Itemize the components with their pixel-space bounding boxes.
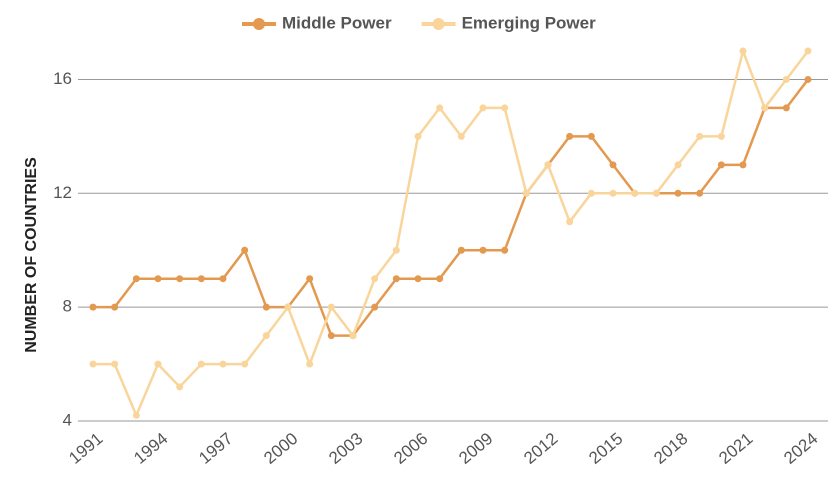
legend-label: Middle Power — [282, 13, 392, 32]
point — [631, 189, 639, 197]
point — [349, 332, 357, 340]
point — [717, 132, 725, 140]
point — [132, 411, 140, 419]
point — [761, 104, 769, 112]
point — [652, 189, 660, 197]
point — [717, 161, 725, 169]
point — [457, 246, 465, 254]
x-tick-label: 2009 — [455, 429, 496, 468]
x-tick-label: 2015 — [585, 429, 626, 468]
x-tick-label: 2000 — [260, 429, 301, 468]
y-axis-label: NUMBER OF COUNTRIES — [23, 157, 40, 353]
point — [739, 161, 747, 169]
point — [544, 161, 552, 169]
point — [522, 189, 530, 197]
point — [414, 275, 422, 283]
point — [436, 275, 444, 283]
legend-swatch-dot — [253, 18, 265, 30]
x-tick-label: 2003 — [325, 429, 366, 468]
point — [739, 47, 747, 55]
point — [696, 132, 704, 140]
point — [674, 189, 682, 197]
point — [501, 104, 509, 112]
point — [587, 132, 595, 140]
point — [111, 360, 119, 368]
point — [674, 161, 682, 169]
point — [154, 360, 162, 368]
point — [782, 104, 790, 112]
point — [457, 132, 465, 140]
x-tick-label: 2018 — [650, 429, 691, 468]
point — [219, 360, 227, 368]
point — [306, 360, 314, 368]
point — [392, 275, 400, 283]
point — [176, 383, 184, 391]
x-tick-label: 2012 — [520, 429, 561, 468]
point — [197, 360, 205, 368]
point — [804, 47, 812, 55]
point — [392, 246, 400, 254]
point — [501, 246, 509, 254]
y-tick-label: 4 — [63, 410, 72, 429]
series-line — [93, 78, 809, 337]
point — [479, 104, 487, 112]
legend-label: Emerging Power — [462, 13, 597, 32]
point — [609, 189, 617, 197]
point — [327, 332, 335, 340]
point — [111, 303, 119, 311]
point — [804, 75, 812, 83]
point — [89, 360, 97, 368]
point — [414, 132, 422, 140]
series-line — [93, 46, 809, 419]
point — [696, 189, 704, 197]
point — [371, 303, 379, 311]
point — [327, 303, 335, 311]
point — [197, 275, 205, 283]
point — [241, 246, 249, 254]
point — [479, 246, 487, 254]
x-tick-label: 2006 — [390, 429, 431, 468]
point — [371, 275, 379, 283]
point — [306, 275, 314, 283]
point — [89, 303, 97, 311]
point — [609, 161, 617, 169]
point — [436, 104, 444, 112]
point — [284, 303, 292, 311]
point — [587, 189, 595, 197]
x-tick-label: 1997 — [195, 429, 236, 468]
point — [132, 275, 140, 283]
point — [262, 332, 270, 340]
point — [219, 275, 227, 283]
x-tick-label: 2021 — [715, 429, 756, 468]
point — [154, 275, 162, 283]
legend-swatch-dot — [432, 18, 445, 30]
x-tick-label: 1994 — [130, 429, 171, 468]
y-tick-label: 16 — [53, 69, 72, 88]
x-tick-label: 2024 — [780, 429, 821, 468]
point — [566, 218, 574, 226]
point — [782, 75, 790, 83]
point — [566, 132, 574, 140]
point — [241, 360, 249, 368]
point — [262, 303, 270, 311]
x-tick-label: 1991 — [65, 429, 106, 468]
y-tick-label: 8 — [63, 297, 72, 316]
point — [176, 275, 184, 283]
y-tick-label: 12 — [53, 183, 72, 202]
